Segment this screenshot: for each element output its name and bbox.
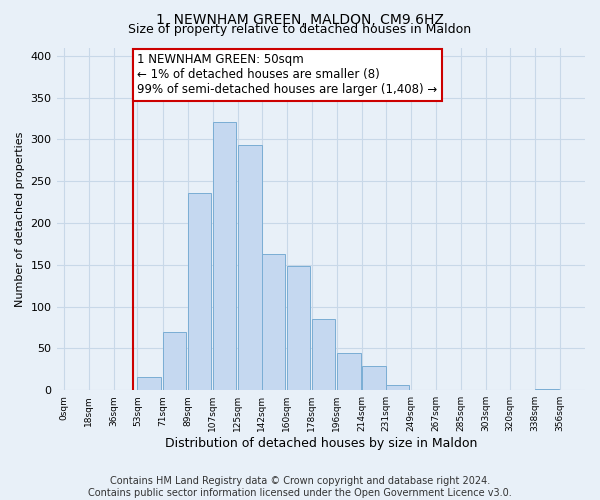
- Text: 1 NEWNHAM GREEN: 50sqm
← 1% of detached houses are smaller (8)
99% of semi-detac: 1 NEWNHAM GREEN: 50sqm ← 1% of detached …: [137, 54, 437, 96]
- Text: Size of property relative to detached houses in Maldon: Size of property relative to detached ho…: [128, 24, 472, 36]
- Bar: [312, 319, 335, 390]
- Bar: [535, 388, 559, 390]
- Bar: [386, 385, 409, 390]
- X-axis label: Distribution of detached houses by size in Maldon: Distribution of detached houses by size …: [164, 437, 477, 450]
- Bar: [238, 146, 262, 390]
- Bar: [262, 254, 285, 390]
- Y-axis label: Number of detached properties: Number of detached properties: [15, 131, 25, 306]
- Text: Contains HM Land Registry data © Crown copyright and database right 2024.
Contai: Contains HM Land Registry data © Crown c…: [88, 476, 512, 498]
- Bar: [362, 366, 386, 390]
- Bar: [213, 122, 236, 390]
- Bar: [188, 193, 211, 390]
- Text: 1, NEWNHAM GREEN, MALDON, CM9 6HZ: 1, NEWNHAM GREEN, MALDON, CM9 6HZ: [156, 12, 444, 26]
- Bar: [287, 266, 310, 390]
- Bar: [163, 332, 186, 390]
- Bar: [337, 354, 361, 390]
- Bar: [137, 377, 161, 390]
